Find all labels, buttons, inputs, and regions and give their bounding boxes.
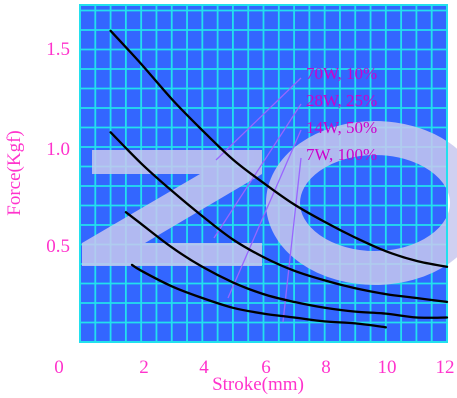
x-tick-label: 0 <box>54 357 64 378</box>
leader-line <box>213 103 302 239</box>
leader-line <box>282 157 302 323</box>
leader-line <box>227 129 302 299</box>
y-tick-labels: 0.5 1.0 1.5 <box>46 39 70 257</box>
label-leader-lines <box>213 77 302 323</box>
force-curves <box>109 29 449 329</box>
y-tick-label: 1.0 <box>46 139 70 160</box>
series-labels: 70W, 10% 28W, 25% 14W, 50% 7W, 100% <box>306 64 377 164</box>
plot-border <box>79 4 448 343</box>
force-curve <box>124 211 449 319</box>
x-tick-label: 12 <box>436 357 455 378</box>
leader-line <box>215 77 302 161</box>
force-curve <box>109 29 449 268</box>
force-curve <box>109 131 449 304</box>
y-tick-label: 1.5 <box>46 39 70 60</box>
x-tick-label: 2 <box>139 357 149 378</box>
x-axis-title: Stroke(mm) <box>212 374 304 395</box>
watermark-z <box>82 150 262 266</box>
series-label: 28W, 25% <box>306 91 377 110</box>
plot-frame <box>79 4 448 343</box>
x-tick-label: 6 <box>261 357 271 378</box>
x-tick-label: 10 <box>378 357 397 378</box>
watermark-o <box>266 121 457 285</box>
x-tick-label: 4 <box>199 357 209 378</box>
series-label: 14W, 50% <box>306 118 377 137</box>
watermark-zo <box>82 121 457 285</box>
x-tick-labels: 0 2 4 6 8 10 12 <box>54 357 454 378</box>
series-label: 70W, 10% <box>306 64 377 83</box>
force-curve <box>130 263 387 329</box>
y-axis-title: Force(Kgf) <box>4 130 25 215</box>
x-tick-label: 8 <box>321 357 331 378</box>
series-label: 7W, 100% <box>306 145 377 164</box>
y-tick-label: 0.5 <box>46 236 70 257</box>
